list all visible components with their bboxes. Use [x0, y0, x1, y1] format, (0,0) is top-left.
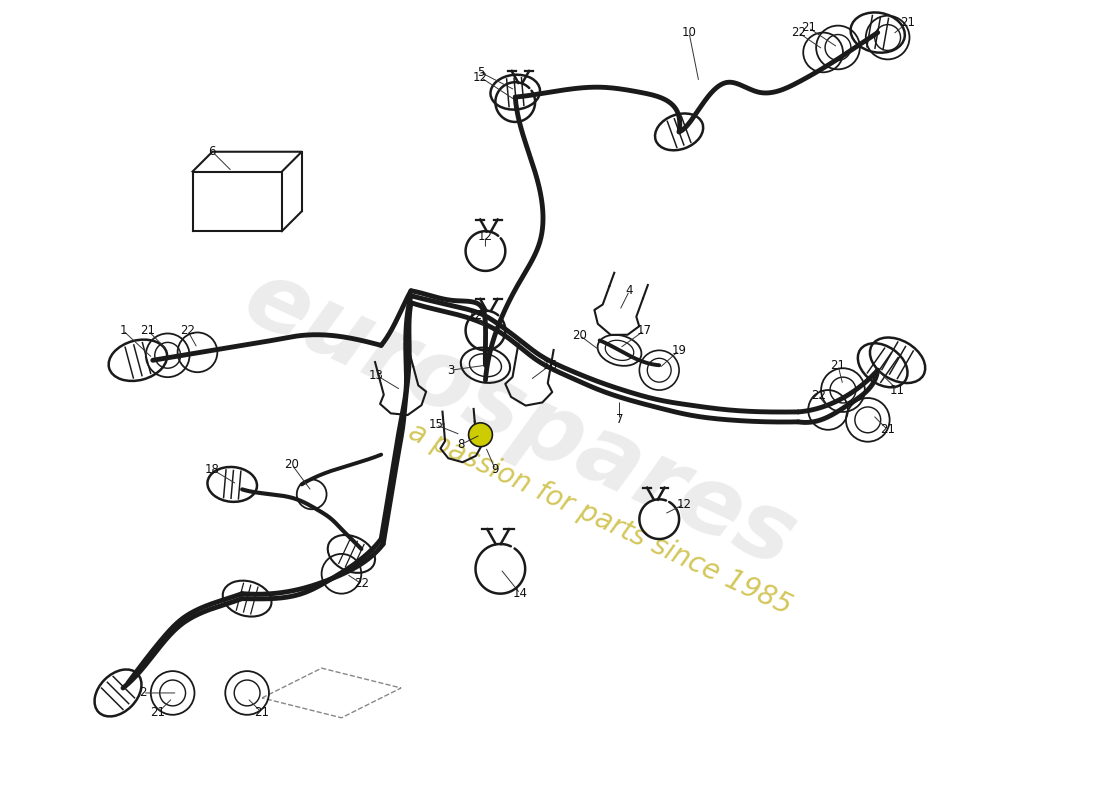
Text: 1: 1: [119, 324, 126, 337]
Text: 2: 2: [139, 686, 146, 699]
Text: 19: 19: [672, 344, 686, 357]
Text: 7: 7: [616, 414, 624, 426]
Text: 6: 6: [209, 146, 216, 158]
Text: 21: 21: [900, 16, 915, 29]
Text: 22: 22: [180, 324, 195, 337]
Text: 9: 9: [492, 463, 499, 476]
Text: 11: 11: [890, 383, 905, 397]
Text: 5: 5: [476, 66, 484, 78]
Text: 12: 12: [473, 70, 488, 84]
Text: a passion for parts since 1985: a passion for parts since 1985: [404, 418, 795, 621]
Text: 22: 22: [791, 26, 806, 39]
Text: 20: 20: [285, 458, 299, 471]
Text: 17: 17: [637, 324, 652, 337]
Text: 21: 21: [801, 21, 816, 34]
Text: 14: 14: [513, 587, 528, 600]
Text: 18: 18: [205, 463, 220, 476]
Text: 21: 21: [151, 706, 165, 719]
Text: 10: 10: [682, 26, 696, 39]
Text: 21: 21: [830, 358, 846, 372]
Text: 3: 3: [447, 364, 454, 377]
Circle shape: [469, 423, 493, 446]
Text: 12: 12: [478, 230, 493, 242]
Text: 22: 22: [354, 578, 368, 590]
Text: 12: 12: [468, 309, 483, 322]
Text: 15: 15: [428, 418, 443, 431]
Text: 12: 12: [676, 498, 692, 510]
Text: 21: 21: [880, 423, 895, 436]
Text: 8: 8: [456, 438, 464, 451]
Text: 21: 21: [141, 324, 155, 337]
Text: 22: 22: [811, 389, 826, 402]
Text: 20: 20: [572, 329, 587, 342]
Text: 13: 13: [368, 369, 384, 382]
Text: 21: 21: [254, 706, 270, 719]
Text: 4: 4: [626, 284, 634, 298]
Text: eurospares: eurospares: [230, 252, 811, 588]
Text: 16: 16: [542, 358, 558, 372]
